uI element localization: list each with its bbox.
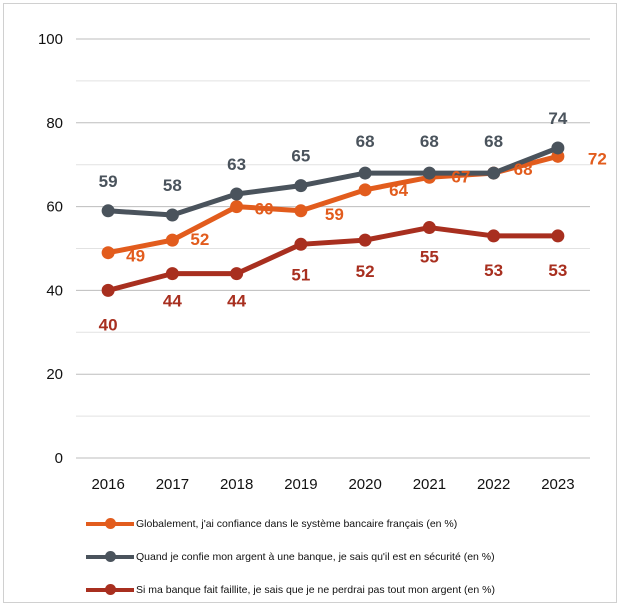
data-point-2 bbox=[165, 208, 179, 222]
x-tick-label: 2016 bbox=[91, 476, 124, 493]
data-label-3: 44 bbox=[163, 292, 182, 311]
legend-item-1: Globalement, j'ai confiance dans le syst… bbox=[86, 516, 457, 532]
data-label-2: 74 bbox=[548, 109, 567, 128]
x-tick-label: 2017 bbox=[156, 476, 189, 493]
legend-item-3: Si ma banque fait faillite, je sais que … bbox=[86, 582, 495, 598]
x-tick-label: 2022 bbox=[477, 476, 510, 493]
data-label-1: 49 bbox=[126, 247, 145, 266]
y-tick-label: 40 bbox=[46, 282, 63, 299]
data-point-2 bbox=[294, 179, 308, 193]
data-point-1 bbox=[230, 200, 244, 214]
y-tick-label: 20 bbox=[46, 366, 63, 383]
data-label-1: 60 bbox=[255, 200, 274, 219]
legend-swatch bbox=[86, 551, 134, 562]
data-label-2: 68 bbox=[356, 132, 375, 151]
data-point-2 bbox=[487, 166, 501, 180]
data-point-1 bbox=[165, 233, 179, 247]
data-point-3 bbox=[294, 237, 308, 251]
data-point-3 bbox=[358, 233, 372, 247]
y-tick-label: 80 bbox=[46, 115, 63, 132]
data-point-1 bbox=[101, 246, 115, 260]
data-point-3 bbox=[422, 221, 436, 235]
data-label-3: 53 bbox=[484, 261, 503, 280]
chart-frame bbox=[3, 3, 617, 603]
data-point-2 bbox=[358, 166, 372, 180]
data-label-3: 53 bbox=[548, 261, 567, 280]
data-point-2 bbox=[422, 166, 436, 180]
data-point-3 bbox=[487, 229, 501, 243]
x-tick-label: 2021 bbox=[413, 476, 446, 493]
data-label-1: 64 bbox=[389, 181, 408, 200]
series-line-2 bbox=[105, 145, 561, 218]
legend-marker bbox=[105, 518, 116, 529]
data-label-2: 68 bbox=[484, 132, 503, 151]
legend-swatch bbox=[86, 584, 134, 595]
data-point-3 bbox=[101, 283, 115, 297]
data-label-3: 44 bbox=[227, 292, 246, 311]
data-label-1: 72 bbox=[588, 149, 607, 168]
data-label-2: 58 bbox=[163, 176, 182, 195]
legend-label: Globalement, j'ai confiance dans le syst… bbox=[136, 518, 458, 530]
y-tick-label: 60 bbox=[46, 199, 63, 216]
data-point-2 bbox=[551, 141, 565, 155]
legend-swatch bbox=[86, 518, 134, 529]
data-label-2: 59 bbox=[99, 172, 118, 191]
legend-marker bbox=[105, 551, 116, 562]
data-label-3: 55 bbox=[420, 248, 439, 267]
x-tick-label: 2020 bbox=[348, 476, 381, 493]
data-point-3 bbox=[230, 267, 244, 281]
data-label-1: 52 bbox=[190, 230, 209, 249]
x-tick-label: 2023 bbox=[541, 476, 574, 493]
legend-label: Quand je confie mon argent à une banque,… bbox=[136, 551, 495, 563]
data-label-2: 65 bbox=[291, 147, 310, 166]
data-point-2 bbox=[230, 187, 244, 201]
data-point-3 bbox=[551, 229, 565, 243]
data-point-1 bbox=[358, 183, 372, 197]
legend-item-2: Quand je confie mon argent à une banque,… bbox=[86, 549, 495, 565]
data-label-3: 52 bbox=[356, 262, 375, 281]
data-point-3 bbox=[165, 267, 179, 281]
data-point-2 bbox=[101, 204, 115, 218]
y-tick-label: 100 bbox=[38, 31, 63, 48]
series-line-3 bbox=[105, 225, 561, 293]
legend-marker bbox=[105, 584, 116, 595]
data-label-3: 40 bbox=[99, 315, 118, 334]
data-label-2: 63 bbox=[227, 155, 246, 174]
data-point-1 bbox=[294, 204, 308, 218]
legend-label: Si ma banque fait faillite, je sais que … bbox=[136, 584, 495, 596]
data-label-1: 59 bbox=[325, 205, 344, 224]
data-label-2: 68 bbox=[420, 132, 439, 151]
x-tick-label: 2019 bbox=[284, 476, 317, 493]
data-label-1: 68 bbox=[514, 160, 533, 179]
data-label-3: 51 bbox=[291, 265, 310, 284]
data-label-1: 67 bbox=[451, 167, 470, 186]
y-tick-label: 0 bbox=[55, 450, 63, 467]
x-tick-label: 2018 bbox=[220, 476, 253, 493]
